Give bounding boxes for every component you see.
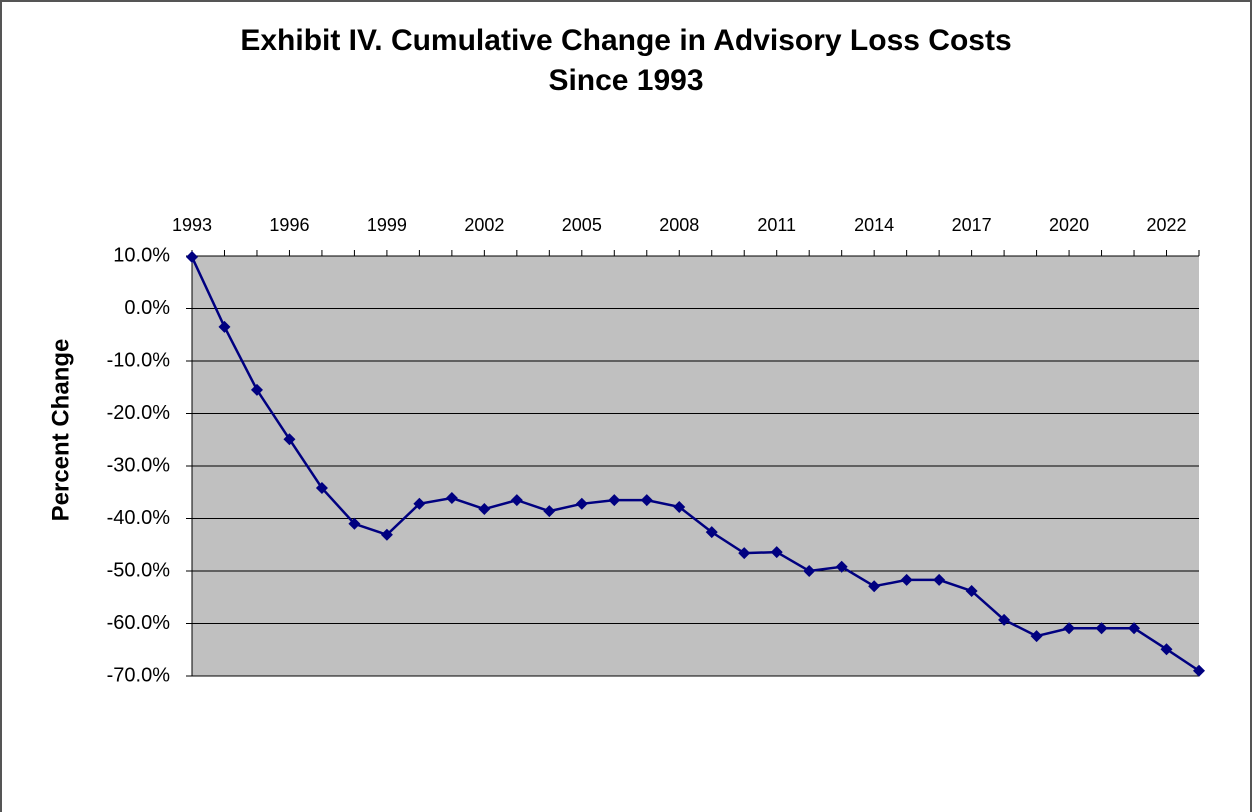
- x-tick-label: 2011: [757, 215, 796, 235]
- x-tick-label: 2014: [854, 215, 894, 235]
- data-point: [1095, 622, 1108, 635]
- data-point: [1128, 622, 1141, 635]
- data-point: [673, 500, 686, 513]
- data-point: [315, 482, 328, 495]
- data-point: [445, 492, 458, 505]
- data-point: [770, 546, 783, 559]
- y-axis-label: Percent Change: [47, 339, 74, 522]
- data-point: [933, 573, 946, 586]
- y-tick-label: -50.0%: [107, 559, 171, 581]
- data-point: [738, 547, 751, 560]
- data-point: [900, 573, 913, 586]
- data-point: [835, 560, 848, 573]
- x-tick-label: 1999: [367, 215, 407, 235]
- data-point: [705, 526, 718, 539]
- x-tick-label: 2005: [562, 215, 602, 235]
- y-tick-label: -60.0%: [107, 612, 171, 634]
- x-tick-label: 2008: [659, 215, 699, 235]
- y-tick-label: 0.0%: [124, 297, 170, 319]
- x-tick-label: 1996: [269, 215, 309, 235]
- y-tick-label: -20.0%: [107, 402, 171, 424]
- data-point: [1063, 622, 1076, 635]
- data-point: [965, 584, 978, 597]
- chart-title: Exhibit IV. Cumulative Change in Advisor…: [240, 24, 1011, 57]
- chart-title: Since 1993: [548, 64, 703, 97]
- data-point: [478, 503, 491, 516]
- y-tick-label: -30.0%: [107, 454, 171, 476]
- x-tick-label: 1993: [172, 215, 212, 235]
- x-tick-label: 2020: [1049, 215, 1089, 235]
- x-tick-label: 2017: [952, 215, 992, 235]
- data-point: [1193, 664, 1205, 677]
- data-point: [218, 320, 231, 333]
- series-line: [190, 256, 1200, 672]
- data-point: [640, 494, 653, 507]
- data-point: [543, 505, 556, 518]
- data-point: [250, 383, 263, 396]
- data-point: [413, 497, 426, 510]
- data-point: [575, 497, 588, 510]
- data-point: [803, 565, 816, 577]
- y-tick-label: -70.0%: [107, 664, 171, 686]
- data-point: [868, 580, 881, 593]
- data-point: [380, 528, 393, 541]
- x-tick-label: 2022: [1146, 215, 1186, 235]
- data-point: [348, 517, 361, 530]
- data-point: [510, 494, 523, 507]
- data-point: [998, 613, 1011, 626]
- data-point: [1030, 630, 1043, 643]
- y-tick-label: 10.0%: [113, 244, 170, 266]
- data-point: [1160, 643, 1173, 656]
- x-tick-label: 2002: [464, 215, 504, 235]
- data-point: [186, 251, 198, 264]
- y-tick-label: -10.0%: [107, 349, 171, 371]
- data-point: [283, 433, 296, 446]
- data-point: [608, 494, 621, 507]
- y-tick-label: -40.0%: [107, 507, 171, 529]
